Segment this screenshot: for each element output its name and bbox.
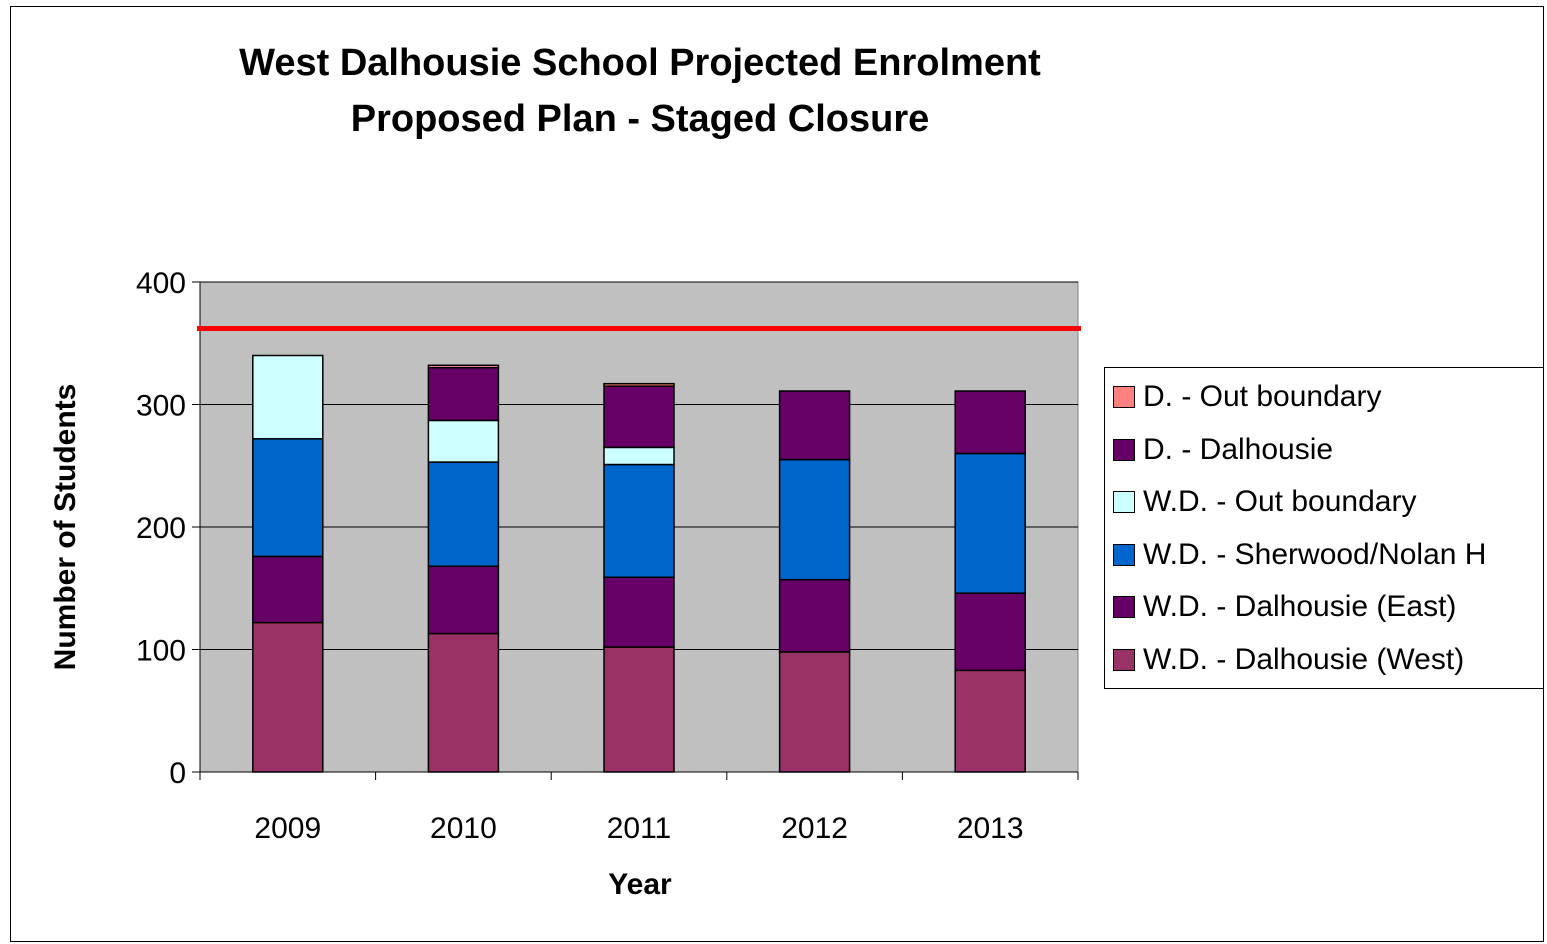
bar-segment (427, 367, 500, 422)
y-tick-label: 0 (169, 757, 186, 790)
x-tick-label: 2012 (781, 812, 848, 845)
legend-item: W.D. - Dalhousie (East) (1113, 587, 1456, 627)
y-axis-title: Number of Students (49, 383, 82, 671)
bar-segment (252, 621, 324, 773)
legend-swatch (1113, 491, 1135, 513)
legend-item: W.D. - Sherwood/Nolan H (1113, 535, 1486, 575)
x-axis-title: Year (608, 868, 672, 901)
legend-swatch (1113, 543, 1135, 566)
x-tick-label: 2010 (430, 812, 497, 845)
bar-segment (778, 390, 851, 461)
bar-segment (954, 592, 1026, 672)
legend-item: W.D. - Out boundary (1113, 482, 1416, 522)
y-tick-label: 200 (136, 512, 186, 545)
legend-label: W.D. - Dalhousie (East) (1143, 590, 1457, 623)
bar-segment (954, 452, 1026, 594)
bar-segment (252, 354, 324, 440)
bar-segment (954, 669, 1026, 773)
legend: D. - Out boundary D. - Dalhousie W.D. - Ou… (1104, 367, 1544, 689)
x-tick-label: 2011 (607, 812, 672, 845)
bar-segment (427, 461, 500, 567)
bar-segment (603, 646, 675, 773)
bar-segment (778, 578, 851, 653)
y-tick-label: 400 (136, 267, 186, 300)
bar-segment (603, 446, 675, 466)
legend-swatch (1113, 438, 1135, 461)
bar-segment (954, 390, 1026, 455)
bar-segment (427, 565, 500, 635)
y-tick-label: 100 (136, 635, 186, 668)
legend-swatch (1113, 596, 1135, 618)
bar-segment (252, 555, 324, 624)
legend-label: D. - Out boundary (1143, 380, 1382, 413)
legend-item: W.D. - Dalhousie (West) (1113, 640, 1464, 680)
chart-title-line-2: Proposed Plan - Staged Closure (350, 98, 930, 140)
bar-segment (778, 651, 851, 773)
bar-segment (427, 632, 500, 773)
bar-segment (778, 458, 851, 581)
bar-segment (603, 382, 675, 387)
legend-label: D. - Dalhousie (1143, 432, 1334, 466)
y-tick-label: 300 (136, 390, 186, 423)
chart-title-line-1: West Dalhousie School Projected Enrolmen… (239, 42, 1041, 84)
legend-swatch (1113, 386, 1135, 408)
bar-segment (427, 419, 500, 463)
bar-segment (603, 576, 675, 648)
x-tick-label: 2009 (254, 812, 321, 845)
legend-item: D. - Out boundary (1113, 377, 1381, 417)
legend-label: W.D. - Dalhousie (West) (1143, 642, 1465, 676)
x-tick-label: 2013 (957, 812, 1024, 845)
bar-segment (603, 385, 675, 449)
bar-segment (252, 438, 324, 558)
legend-label: W.D. - Sherwood/Nolan H (1143, 537, 1487, 571)
legend-item: D. - Dalhousie (1113, 430, 1333, 470)
bar-segment (427, 364, 500, 369)
bar-segment (603, 463, 675, 578)
legend-label: W.D. - Out boundary (1143, 485, 1417, 518)
legend-swatch (1113, 648, 1135, 671)
